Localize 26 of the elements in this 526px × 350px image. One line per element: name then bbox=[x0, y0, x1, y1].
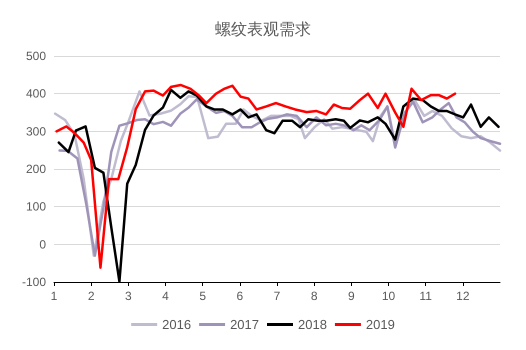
x-tick-label: 8 bbox=[310, 289, 318, 303]
y-tick-label: -100 bbox=[22, 275, 46, 289]
line-series bbox=[55, 84, 456, 269]
x-tick-label: 2 bbox=[88, 289, 95, 303]
y-tick-label: 300 bbox=[26, 124, 46, 138]
legend-label: 2017 bbox=[230, 317, 259, 332]
y-tick-label: 400 bbox=[26, 86, 46, 101]
y-tick-label: 500 bbox=[26, 49, 46, 63]
chart-title: 螺纹表观需求 bbox=[215, 20, 311, 38]
y-tick-label: 0 bbox=[39, 237, 46, 252]
x-tick-label: 1 bbox=[50, 289, 58, 303]
x-tick-label: 9 bbox=[348, 289, 355, 303]
legend-label: 2016 bbox=[162, 317, 192, 332]
x-tick-label: 3 bbox=[124, 289, 132, 303]
y-tick-label: 100 bbox=[26, 200, 46, 214]
x-tick-label: 5 bbox=[199, 289, 206, 303]
legend-label: 2019 bbox=[366, 317, 395, 332]
legend-label: 2018 bbox=[298, 317, 327, 332]
x-tick-label: 6 bbox=[236, 289, 244, 303]
x-tick-label: 4 bbox=[162, 289, 170, 303]
x-tick-label: 11 bbox=[419, 289, 432, 303]
line-series bbox=[58, 88, 500, 283]
x-tick-label: 12 bbox=[456, 289, 470, 303]
x-tick-label: 10 bbox=[382, 289, 396, 303]
y-tick-label: 200 bbox=[26, 162, 46, 176]
x-tick-label: 7 bbox=[274, 289, 281, 303]
